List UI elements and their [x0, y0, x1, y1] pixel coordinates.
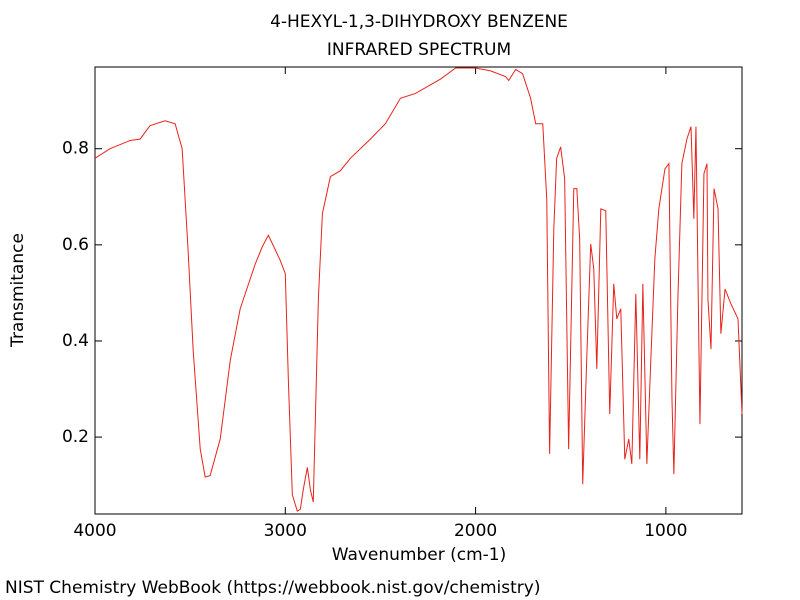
y-tick-label: 0.4	[62, 331, 89, 351]
y-tick-label: 0.8	[62, 139, 89, 159]
footer: NIST Chemistry WebBook (https://webbook.…	[5, 578, 540, 598]
x-axis-label: Wavenumber (cm-1)	[332, 545, 507, 565]
x-tick-label: 1000	[644, 521, 687, 541]
chart-subtitle: INFRARED SPECTRUM	[327, 40, 511, 60]
x-tick-label: 3000	[264, 521, 307, 541]
y-tick-label: 0.2	[62, 427, 89, 447]
x-tick-label: 4000	[73, 521, 116, 541]
chart-title: 4-HEXYL-1,3-DIHYDROXY BENZENE	[270, 12, 568, 32]
x-tick-label: 2000	[454, 521, 497, 541]
plot-frame	[94, 66, 743, 515]
y-axis-label: Transmitance	[8, 233, 28, 348]
y-tick-label: 0.6	[62, 235, 89, 255]
spectrum-line	[94, 67, 743, 512]
